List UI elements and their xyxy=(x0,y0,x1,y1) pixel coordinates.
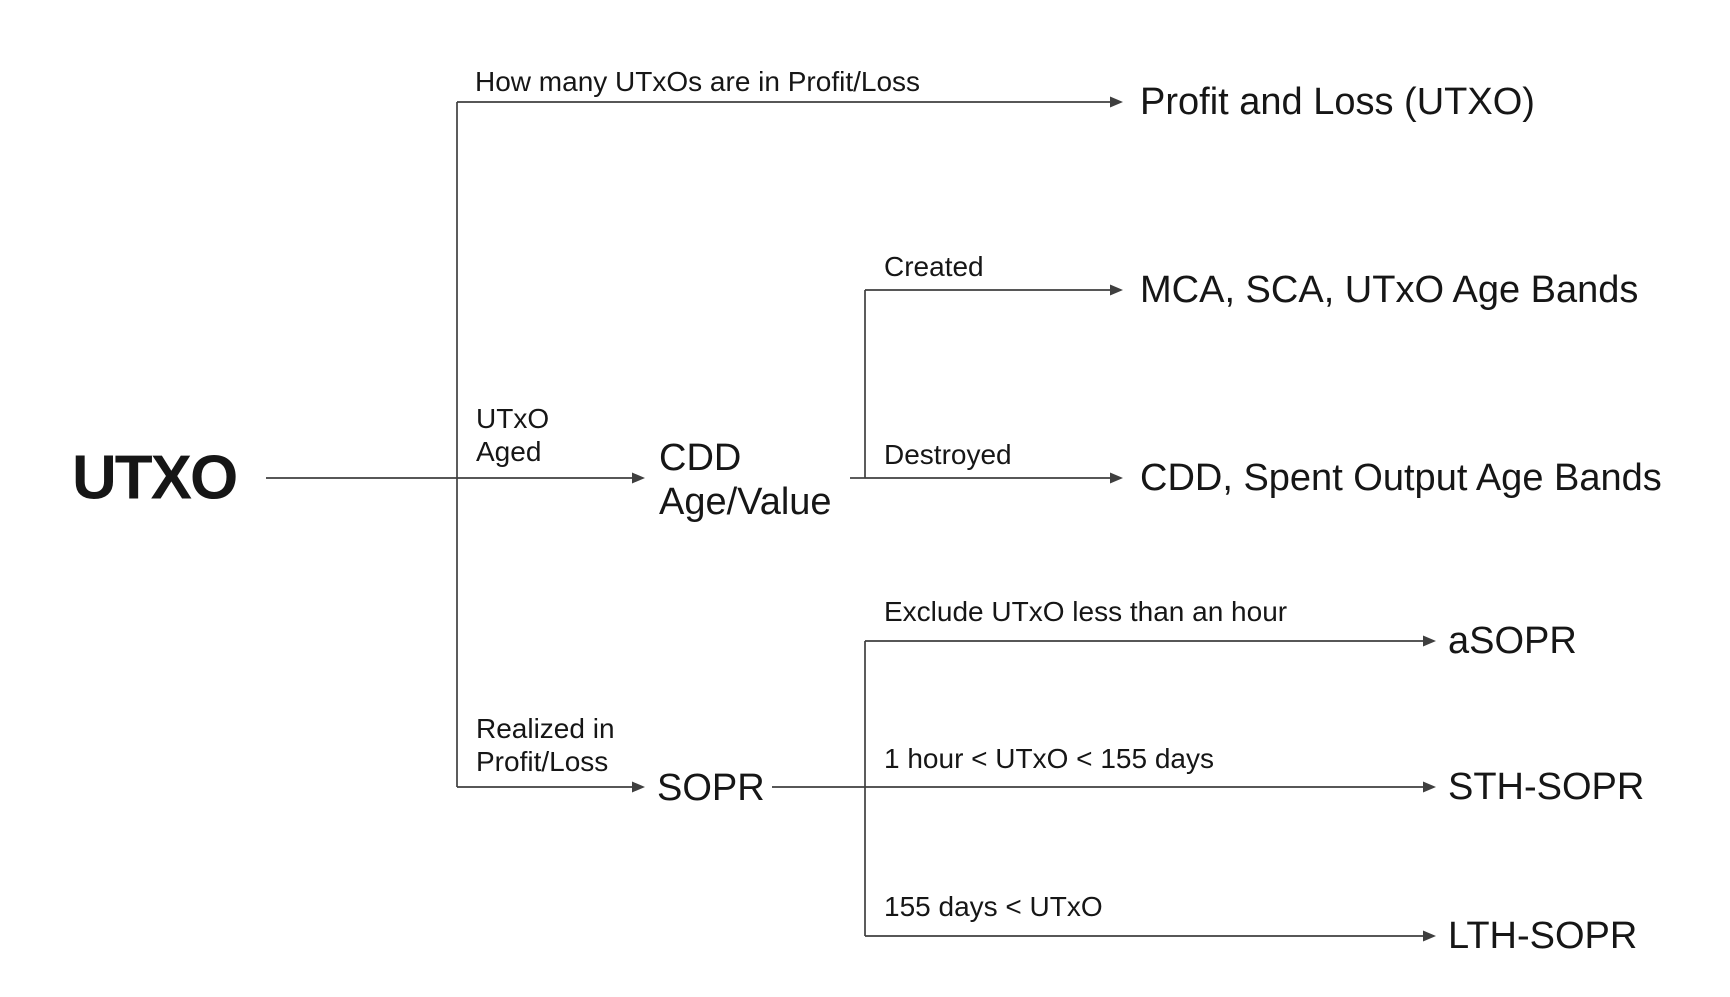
node-label-asopr: aSOPR xyxy=(1448,620,1577,662)
edge-label-realized: Realized in Profit/Loss xyxy=(476,713,615,777)
edge-label-destroyed: Destroyed xyxy=(884,439,1012,470)
edge-label-exclude-hour: Exclude UTxO less than an hour xyxy=(884,596,1288,627)
edge-label-utxo-aged: UTxO Aged xyxy=(476,403,550,467)
edge-label-how-many: How many UTxOs are in Profit/Loss xyxy=(475,66,921,97)
node-label-sth-sopr: STH-SOPR xyxy=(1448,766,1645,808)
node-label-lth-sopr: LTH-SOPR xyxy=(1448,915,1638,957)
edge-label-lth-range: 155 days < UTxO xyxy=(884,891,1103,922)
node-label-sopr: SOPR xyxy=(657,767,765,809)
node-label-cdd-spent-bands: CDD, Spent Output Age Bands xyxy=(1140,457,1662,499)
node-label-cdd-age-value: CDD Age/Value xyxy=(659,437,832,523)
edge-label-sth-range: 1 hour < UTxO < 155 days xyxy=(884,743,1214,774)
root-label-utxo: UTXO xyxy=(72,443,238,513)
node-label-mca-sca-bands: MCA, SCA, UTxO Age Bands xyxy=(1140,269,1639,311)
edge-label-created: Created xyxy=(884,251,984,282)
node-label-profit-and-loss: Profit and Loss (UTXO) xyxy=(1140,81,1535,123)
